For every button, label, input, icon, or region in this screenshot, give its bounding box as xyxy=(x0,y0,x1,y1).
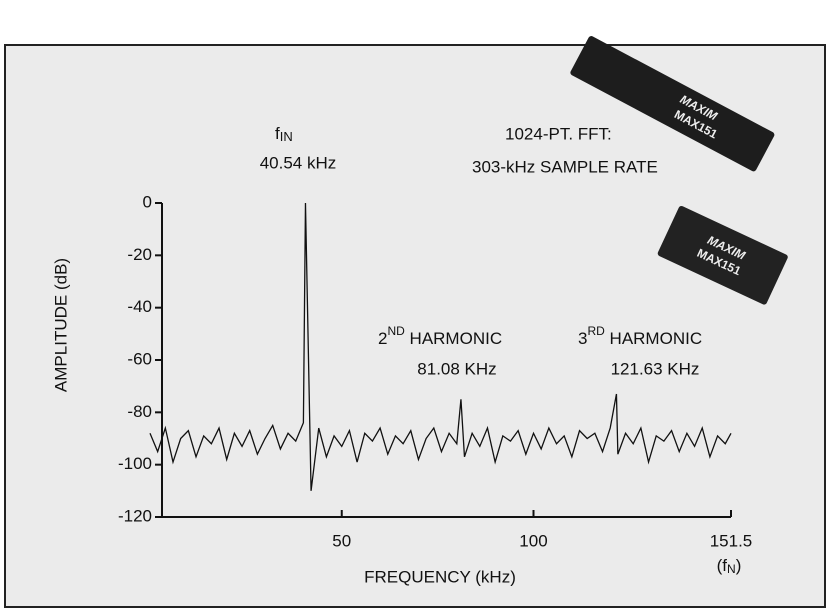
y-tick-label: -120 xyxy=(118,506,152,525)
y-axis-title: AMPLITUDE (dB) xyxy=(51,258,70,392)
annotation: 303-kHz SAMPLE RATE xyxy=(472,157,658,176)
annotation: RD xyxy=(587,324,605,338)
annotation: ND xyxy=(387,324,405,338)
annotation: 40.54 kHz xyxy=(260,153,337,172)
annotation: HARMONIC xyxy=(605,329,702,348)
y-tick-label: 0 xyxy=(143,192,152,211)
y-tick-label: -80 xyxy=(127,402,152,421)
x-end-note: N xyxy=(727,562,736,576)
x-end-note: ) xyxy=(736,556,742,575)
annotation: 121.63 KHz xyxy=(611,359,700,378)
annotation: 81.08 KHz xyxy=(417,359,496,378)
annotation: HARMONIC xyxy=(405,329,502,348)
x-tick-label: 50 xyxy=(332,531,351,550)
y-tick-label: -20 xyxy=(127,245,152,264)
y-tick-label: -100 xyxy=(118,454,152,473)
chart: AMPLITUDE (dB) FREQUENCY (kHz) fIN 40.54… xyxy=(0,0,827,611)
x-axis-title: FREQUENCY (kHz) xyxy=(364,567,516,586)
annotation: 2 xyxy=(378,329,387,348)
annotation: IN xyxy=(280,129,293,144)
y-tick-label: -40 xyxy=(127,297,152,316)
annotation: 1024-PT. FFT: xyxy=(505,124,612,143)
x-tick-label: 151.5 xyxy=(710,531,753,550)
x-tick-label: 100 xyxy=(519,531,547,550)
x-end-note: (f xyxy=(717,556,728,575)
annotation: 3 xyxy=(578,329,587,348)
y-tick-label: -60 xyxy=(127,349,152,368)
